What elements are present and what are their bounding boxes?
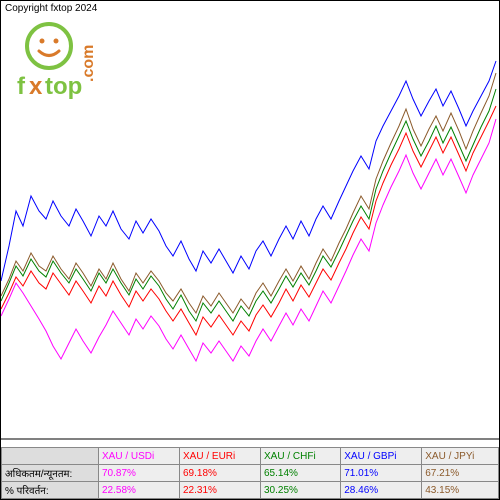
cell-change: 43.15% (422, 482, 499, 499)
cell-pair: XAU / CHFi (261, 448, 341, 465)
row-label: % परिवर्तन: (2, 482, 99, 499)
cell-pair: XAU / JPYi (422, 448, 499, 465)
row-label (2, 448, 99, 465)
cell-pair: XAU / EURi (180, 448, 261, 465)
cell-change: 28.46% (341, 482, 422, 499)
cell-change: 30.25% (261, 482, 341, 499)
cell-maxmin: 65.14% (261, 465, 341, 482)
cell-maxmin: 67.21% (422, 465, 499, 482)
table-row-pairs: XAU / USDi XAU / EURi XAU / CHFi XAU / G… (2, 448, 499, 465)
series-jpy (1, 73, 496, 313)
row-label: अधिकतम/न्यूनतम: (2, 465, 99, 482)
series-eur (1, 106, 496, 335)
cell-maxmin: 69.18% (180, 465, 261, 482)
cell-pair: XAU / USDi (99, 448, 180, 465)
chart-container: Copyright fxtop 2024 f x top .com 2016-0… (0, 0, 500, 500)
table-row-maxmin: अधिकतम/न्यूनतम: 70.87% 69.18% 65.14% 71.… (2, 465, 499, 482)
cell-pair: XAU / GBPi (341, 448, 422, 465)
cell-change: 22.31% (180, 482, 261, 499)
cell-maxmin: 70.87% (99, 465, 180, 482)
cell-change: 22.58% (99, 482, 180, 499)
series-gbp (1, 61, 496, 281)
line-chart (1, 1, 499, 441)
cell-maxmin: 71.01% (341, 465, 422, 482)
series-chf (1, 89, 496, 321)
table-row-change: % परिवर्तन: 22.58% 22.31% 30.25% 28.46% … (2, 482, 499, 499)
summary-table: XAU / USDi XAU / EURi XAU / CHFi XAU / G… (1, 447, 499, 499)
